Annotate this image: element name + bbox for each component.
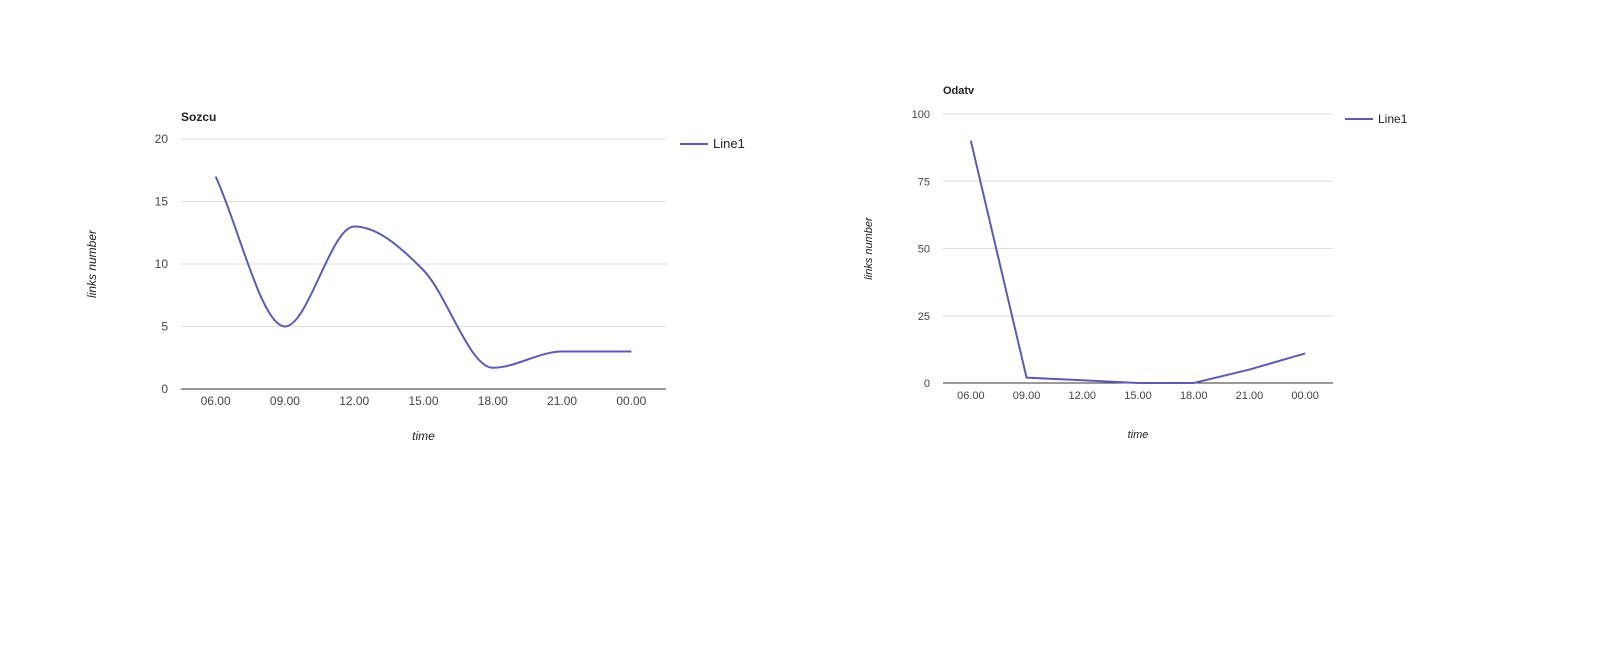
x-tick-label: 18.00 [1180,390,1208,402]
series-lines [214,176,632,369]
y-tick-label: 75 [918,176,930,188]
y-axis-label: links number [863,216,875,280]
legend-label: Line1 [1378,112,1408,126]
legend-label: Line1 [713,136,745,151]
y-tick-label: 20 [155,132,169,146]
y-tick-label: 0 [924,378,930,390]
x-tick-label: 00.00 [1291,390,1319,402]
y-axis-label: links number [85,229,99,298]
odatv-chart: 0 25 50 75 100 06.00 09.00 12.00 15.00 18.00 21.0… [863,85,1408,441]
y-tick-label: 50 [918,244,930,256]
y-tick-labels: 0 5 10 15 20 [155,132,169,396]
x-tick-label: 21.00 [1236,390,1264,402]
y-tick-label: 10 [155,257,169,271]
series-lines [969,140,1306,384]
x-tick-label: 15.00 [1124,390,1152,402]
legend: Line1 [680,136,745,151]
chart-title: Odatv [943,85,975,97]
x-tick-label: 21.00 [547,394,577,408]
x-tick-label: 12.00 [1069,390,1097,402]
legend: Line1 [1345,112,1408,126]
x-tick-labels: 06.00 09.00 12.00 15.00 18.00 21.00 00.00 [201,394,647,408]
x-tick-label: 15.00 [408,394,438,408]
x-tick-label: 00.00 [616,394,646,408]
y-tick-labels: 0 25 50 75 100 [912,109,930,390]
grid-lines [943,113,1333,317]
y-tick-label: 15 [155,195,169,209]
x-axis-label: time [412,429,435,443]
x-tick-label: 12.00 [339,394,369,408]
y-tick-label: 0 [161,382,168,396]
x-tick-label: 09.00 [1013,390,1041,402]
x-tick-label: 18.00 [478,394,508,408]
x-axis-label: time [1128,429,1149,441]
y-tick-label: 5 [161,320,168,334]
grid-lines [181,138,666,327]
series-line-Line1 [969,140,1306,384]
x-tick-label: 09.00 [270,394,300,408]
x-tick-labels: 06.00 09.00 12.00 15.00 18.00 21.00 00.00 [957,390,1319,402]
series-line-Line1 [214,176,632,369]
y-tick-label: 25 [918,311,930,323]
x-tick-label: 06.00 [957,390,985,402]
chart-title: Sozcu [181,110,216,124]
x-tick-label: 06.00 [201,394,231,408]
y-tick-label: 100 [912,109,930,121]
